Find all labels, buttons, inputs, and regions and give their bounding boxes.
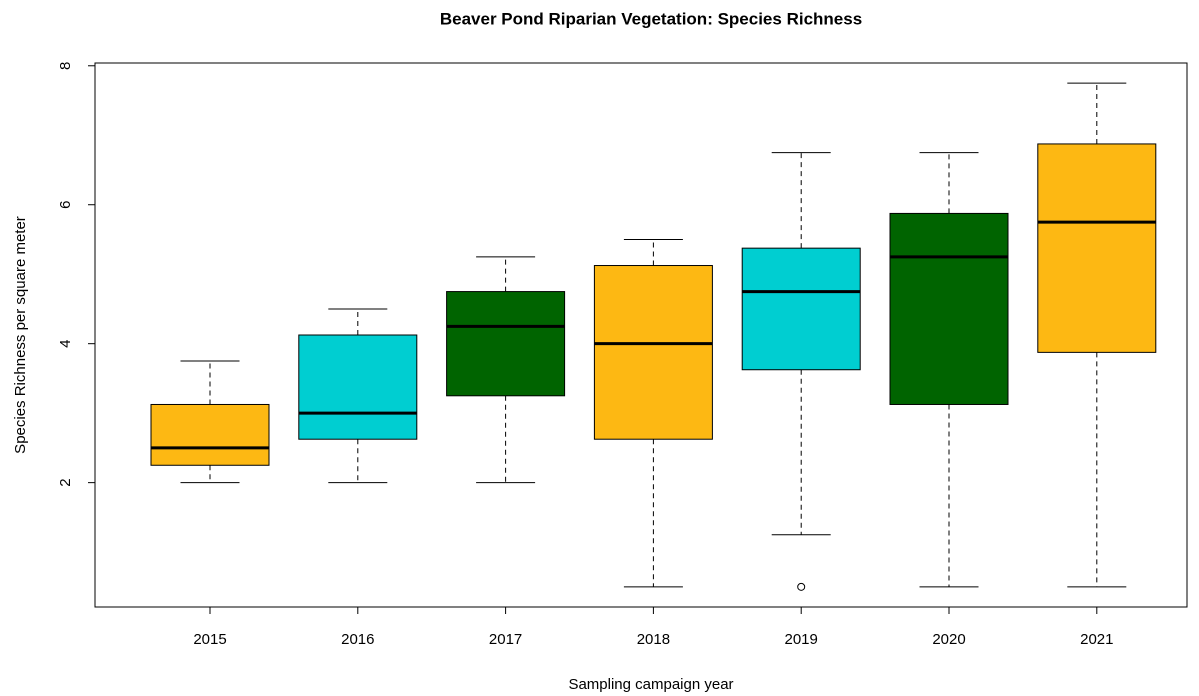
x-tick-label: 2017	[489, 631, 522, 648]
y-tick-label: 4	[57, 340, 74, 348]
x-tick-label: 2016	[341, 631, 374, 648]
x-axis-label: Sampling campaign year	[568, 676, 733, 693]
plot-frame	[94, 62, 1188, 608]
box	[741, 247, 861, 371]
chart-title: Beaver Pond Riparian Vegetation: Species…	[440, 9, 862, 28]
x-tick-label: 2021	[1080, 631, 1113, 648]
outlier	[797, 582, 806, 591]
y-tick-label: 8	[57, 62, 74, 70]
box	[1037, 143, 1157, 353]
x-tick-label: 2018	[637, 631, 670, 648]
x-tick-label: 2019	[785, 631, 818, 648]
box	[150, 403, 270, 466]
x-tick-label: 2015	[193, 631, 226, 648]
y-tick-label: 6	[57, 201, 74, 209]
y-tick-label: 2	[57, 478, 74, 486]
x-tick-label: 2020	[932, 631, 965, 648]
box	[889, 212, 1009, 405]
y-axis-label: Species Richness per square meter	[12, 216, 29, 454]
box	[593, 265, 713, 440]
box	[298, 334, 418, 440]
box	[446, 291, 566, 397]
